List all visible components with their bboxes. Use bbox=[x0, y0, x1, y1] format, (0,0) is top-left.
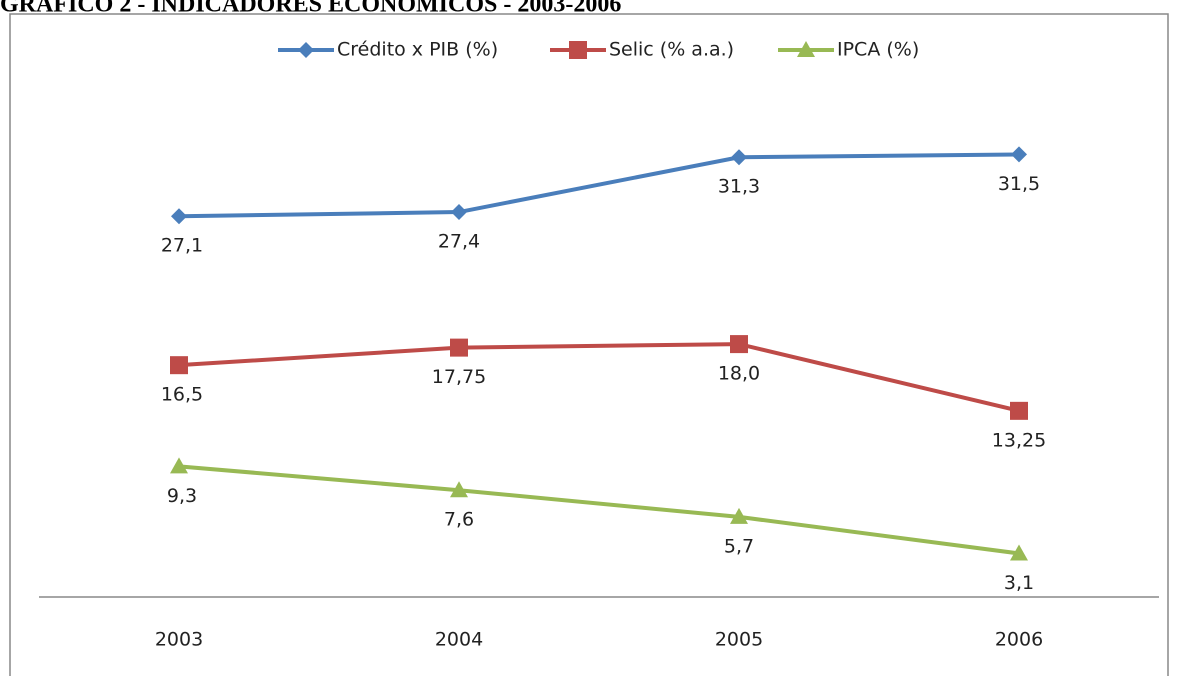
legend-label: Crédito x PIB (%) bbox=[337, 39, 498, 61]
data-label: 31,3 bbox=[718, 176, 760, 198]
marker bbox=[1011, 146, 1027, 163]
legend-label: Selic (% a.a.) bbox=[609, 39, 734, 61]
chart-title: GRÁFICO 2 - INDICADORES ECONÔMICOS - 200… bbox=[0, 0, 621, 18]
data-label: 13,25 bbox=[992, 429, 1046, 451]
marker bbox=[730, 335, 748, 354]
marker bbox=[298, 42, 314, 58]
marker bbox=[730, 507, 748, 524]
data-label: 18,0 bbox=[718, 363, 760, 385]
marker bbox=[451, 204, 467, 221]
chart-frame bbox=[9, 13, 1169, 676]
marker bbox=[731, 149, 747, 166]
x-tick-label: 2003 bbox=[155, 629, 203, 651]
marker bbox=[797, 41, 815, 57]
series-line bbox=[178, 152, 1020, 219]
marker bbox=[171, 208, 187, 225]
data-label: 3,1 bbox=[1004, 572, 1034, 594]
series-line bbox=[178, 464, 1020, 556]
marker bbox=[1010, 544, 1028, 561]
legend-label: IPCA (%) bbox=[837, 39, 919, 61]
data-label: 27,4 bbox=[438, 231, 480, 253]
x-tick-label: 2004 bbox=[435, 629, 483, 651]
marker bbox=[450, 481, 468, 498]
data-label: 9,3 bbox=[167, 485, 197, 507]
x-tick-label: 2005 bbox=[715, 629, 763, 651]
marker bbox=[569, 41, 587, 59]
data-label: 5,7 bbox=[724, 535, 754, 557]
marker bbox=[170, 457, 188, 474]
data-label: 16,5 bbox=[161, 384, 203, 406]
data-label: 7,6 bbox=[444, 509, 474, 531]
marker bbox=[450, 338, 468, 357]
marker bbox=[170, 356, 188, 375]
data-label: 31,5 bbox=[998, 173, 1040, 195]
x-tick-label: 2006 bbox=[995, 629, 1043, 651]
data-label: 27,1 bbox=[161, 235, 203, 257]
marker bbox=[1010, 401, 1028, 420]
series-line bbox=[178, 342, 1020, 413]
data-label: 17,75 bbox=[432, 366, 486, 388]
